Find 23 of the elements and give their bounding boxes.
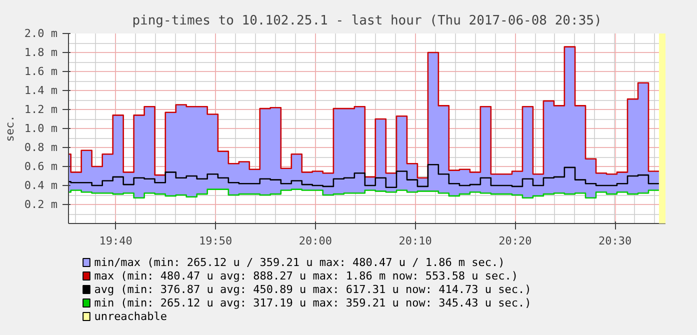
y-axis-title: sec. xyxy=(3,115,16,142)
y-tick-label: 1.4 m xyxy=(24,84,58,97)
x-tick-label: 20:30 xyxy=(598,234,632,248)
x-tick-label: 19:40 xyxy=(99,234,132,248)
y-tick-label: 1.8 m xyxy=(24,46,58,59)
y-tick-label: 1.6 m xyxy=(24,65,58,78)
chart-title: ping-times to 10.102.25.1 - last hour (Thu 2017-06-08 20:35) xyxy=(132,14,602,28)
legend-label: min (min: 265.12 u avg: 317.19 u max: 359.21 u now: 345.43 u sec.) xyxy=(94,296,532,310)
legend-label: avg (min: 376.87 u avg: 450.89 u max: 617.31 u now: 414.73 u sec.) xyxy=(94,283,532,296)
y-tick-label: 2.0 m xyxy=(24,27,58,40)
y-tick-label: 1.2 m xyxy=(24,103,58,116)
y-tick-label: 0.2 m xyxy=(24,198,58,211)
legend-label: min/max (min: 265.12 u / 359.21 u max: 480.47 u / 1.86 m sec.) xyxy=(94,256,505,269)
x-tick-label: 20:20 xyxy=(498,234,532,248)
x-tick-label: 19:50 xyxy=(199,234,232,248)
x-tick-label: 20:10 xyxy=(398,234,432,248)
y-tick-label: 0.6 m xyxy=(24,160,58,173)
legend-label: unreachable xyxy=(94,310,168,323)
x-tick-label: 20:00 xyxy=(298,234,332,248)
legend-label: max (min: 480.47 u avg: 888.27 u max: 1.86 m now: 553.58 u sec.) xyxy=(94,270,518,282)
y-tick-label: 0.8 m xyxy=(24,141,58,154)
y-tick-label: 1.0 m xyxy=(24,122,58,135)
y-tick-label: 0.4 m xyxy=(24,179,58,192)
